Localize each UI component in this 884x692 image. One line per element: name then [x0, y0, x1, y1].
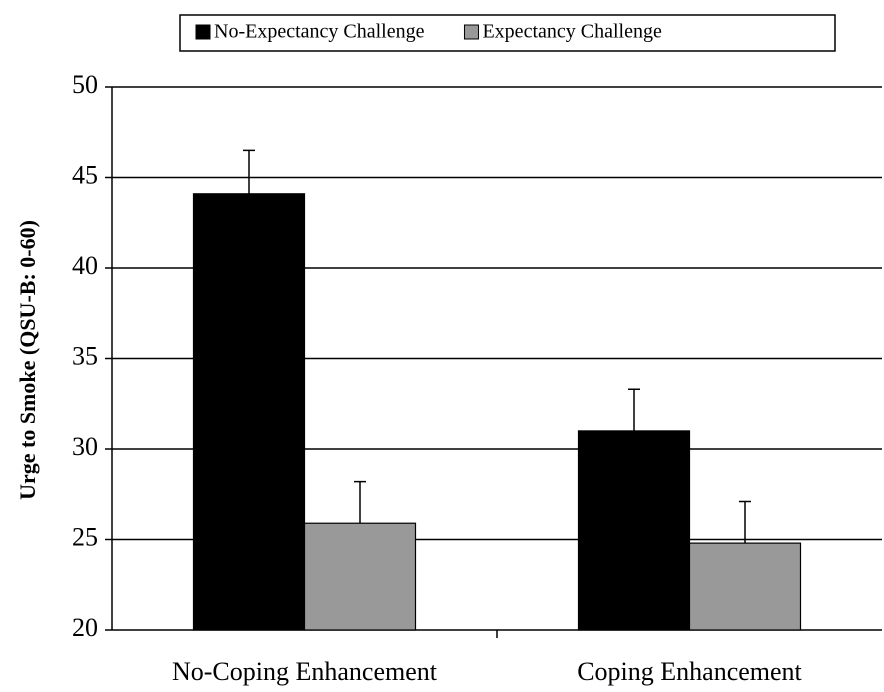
x-tick-label: Coping Enhancement	[577, 657, 802, 686]
legend-label: No-Expectancy Challenge	[214, 21, 425, 43]
bar	[192, 193, 306, 631]
x-tick-label: No-Coping Enhancement	[172, 657, 438, 686]
bar	[303, 522, 417, 631]
y-tick-label: 45	[72, 160, 98, 189]
bar	[577, 430, 691, 631]
y-tick-label: 30	[72, 432, 98, 461]
legend-swatch	[195, 24, 211, 40]
error-bar	[354, 480, 366, 524]
y-tick-label: 20	[72, 613, 98, 642]
legend-swatch	[463, 24, 479, 40]
y-axis-label: Urge to Smoke (QSU-B: 0-60)	[15, 220, 40, 500]
legend-label: Expectancy Challenge	[482, 21, 661, 43]
y-tick-label: 25	[72, 522, 98, 551]
error-bar	[739, 500, 751, 544]
error-bar	[243, 149, 255, 194]
y-tick-label: 35	[72, 341, 98, 370]
y-tick-label: 50	[72, 70, 98, 99]
bar	[688, 542, 802, 631]
legend-box	[179, 14, 836, 52]
error-bar	[628, 388, 640, 431]
y-tick-label: 40	[72, 251, 98, 280]
